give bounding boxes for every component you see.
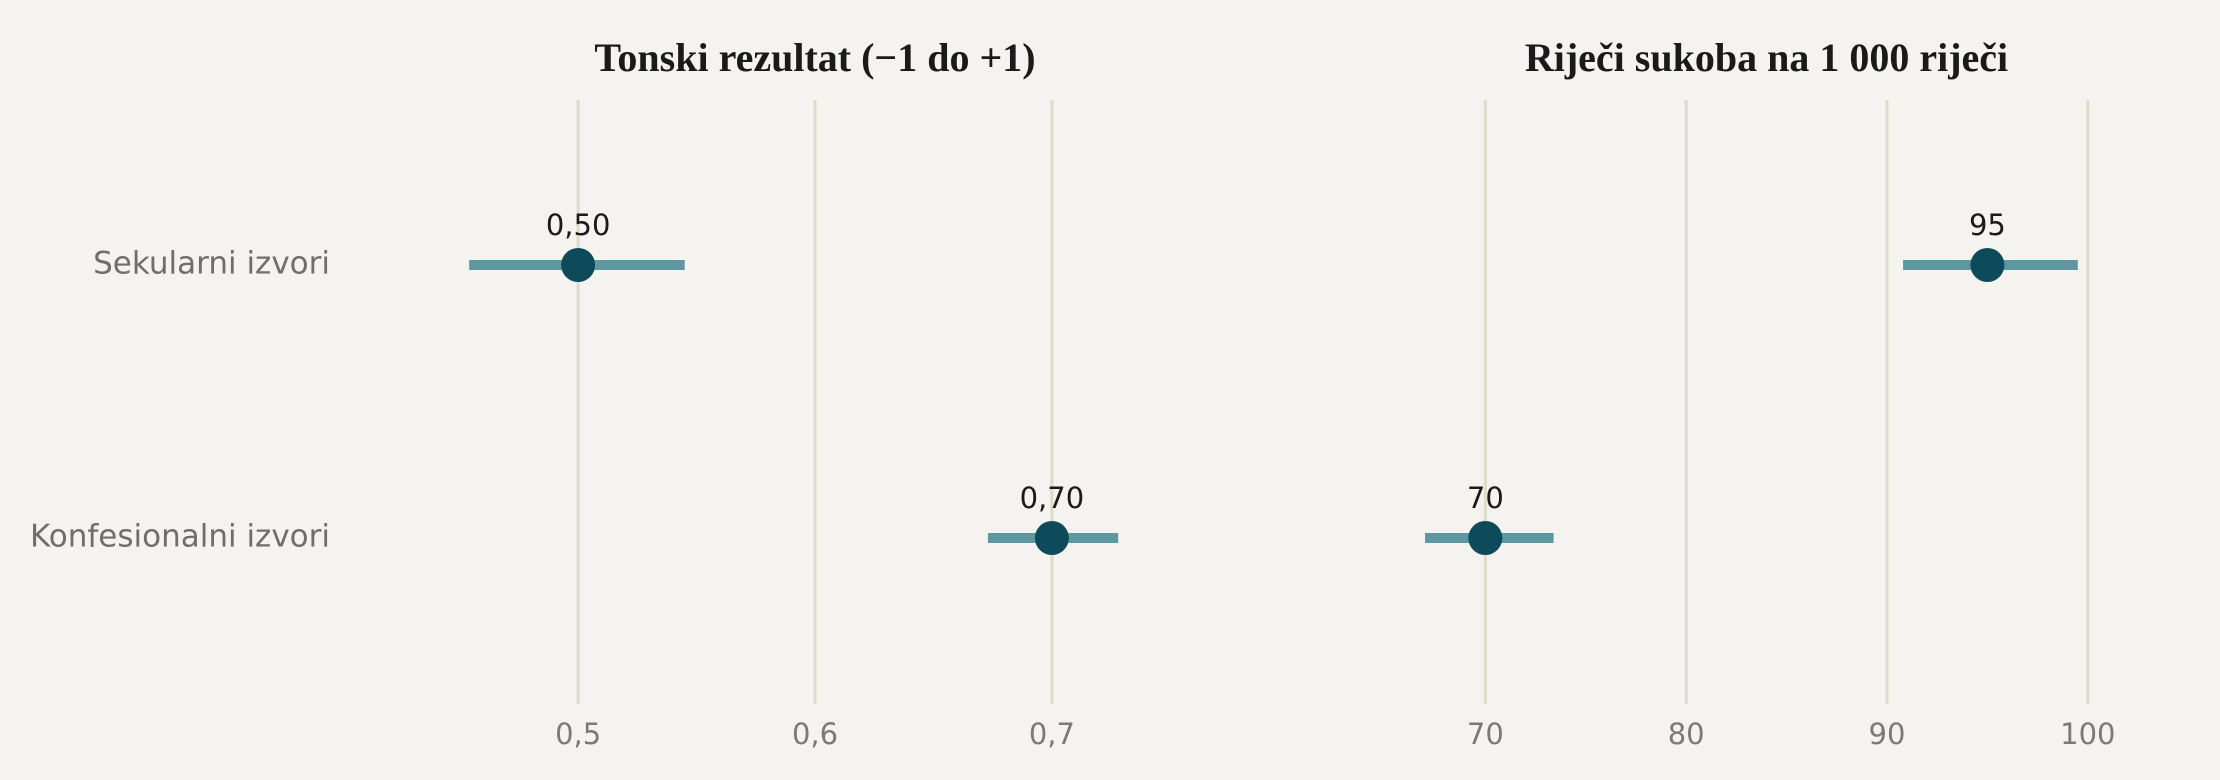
x-tick-label: 0,7	[1029, 717, 1075, 751]
value-label: 0,50	[546, 208, 611, 242]
x-tick-label: 70	[1467, 717, 1504, 751]
x-tick-label: 80	[1668, 717, 1705, 751]
panel-title: Tonski rezultat (−1 do +1)	[594, 35, 1035, 80]
value-label: 70	[1467, 481, 1504, 515]
x-tick-label: 0,6	[792, 717, 838, 751]
value-label: 95	[1969, 208, 2006, 242]
dot	[1970, 248, 2005, 282]
value-label: 0,70	[1020, 481, 1085, 515]
panel-title: Riječi sukoba na 1 000 riječi	[1525, 35, 2008, 80]
x-tick-label: 90	[1869, 717, 1906, 751]
x-tick-label: 0,5	[555, 717, 601, 751]
dot	[1034, 521, 1069, 555]
category-label: Sekularni izvori	[93, 246, 330, 282]
dot	[1468, 521, 1503, 555]
dot	[561, 248, 596, 282]
x-tick-label: 100	[2060, 717, 2115, 751]
category-label: Konfesionalni izvori	[30, 519, 330, 555]
